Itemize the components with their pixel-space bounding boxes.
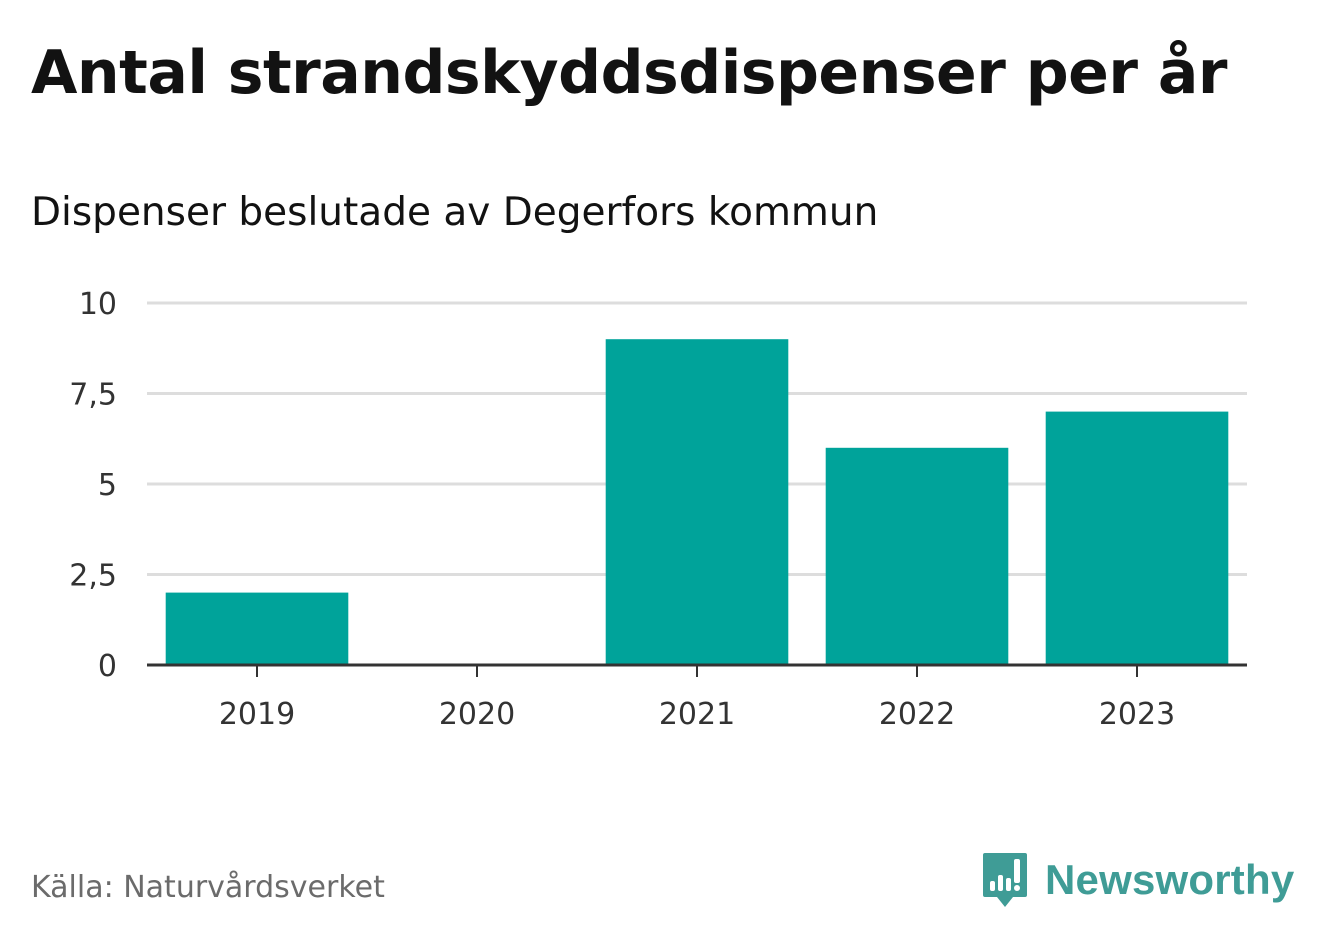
- source-note: Källa: Naturvårdsverket: [31, 870, 385, 905]
- x-tick-label: 2020: [439, 697, 515, 732]
- axes: 0 2,5 5 7,5 10 2019 2020 2021 2022 2023: [69, 287, 1247, 732]
- bar-2019: [165, 592, 349, 665]
- bar-2021: [605, 339, 789, 665]
- y-tick-label: 0: [98, 649, 117, 684]
- chart-subtitle: Dispenser beslutade av Degerfors kommun: [31, 190, 879, 235]
- brand-name: Newsworthy: [1045, 856, 1295, 903]
- chart-title: Antal strandskyddsdispenser per år: [31, 38, 1227, 108]
- y-tick-label: 2,5: [69, 559, 117, 594]
- bar-2023: [1045, 411, 1229, 665]
- x-tick-label: 2021: [659, 697, 735, 732]
- x-tick-label: 2019: [219, 697, 295, 732]
- x-tick-label: 2023: [1099, 697, 1175, 732]
- bars: [165, 339, 1229, 665]
- bar-chart: 0 2,5 5 7,5 10 2019 2020 2021 2022 2023: [69, 287, 1247, 732]
- bar-2022: [825, 447, 1009, 665]
- y-tick-label: 10: [79, 287, 117, 322]
- x-tick-label: 2022: [879, 697, 955, 732]
- y-tick-label: 5: [98, 468, 117, 503]
- newsworthy-logo-icon: [983, 853, 1027, 907]
- y-tick-label: 7,5: [69, 378, 117, 413]
- brand-logo: Newsworthy: [981, 850, 1294, 910]
